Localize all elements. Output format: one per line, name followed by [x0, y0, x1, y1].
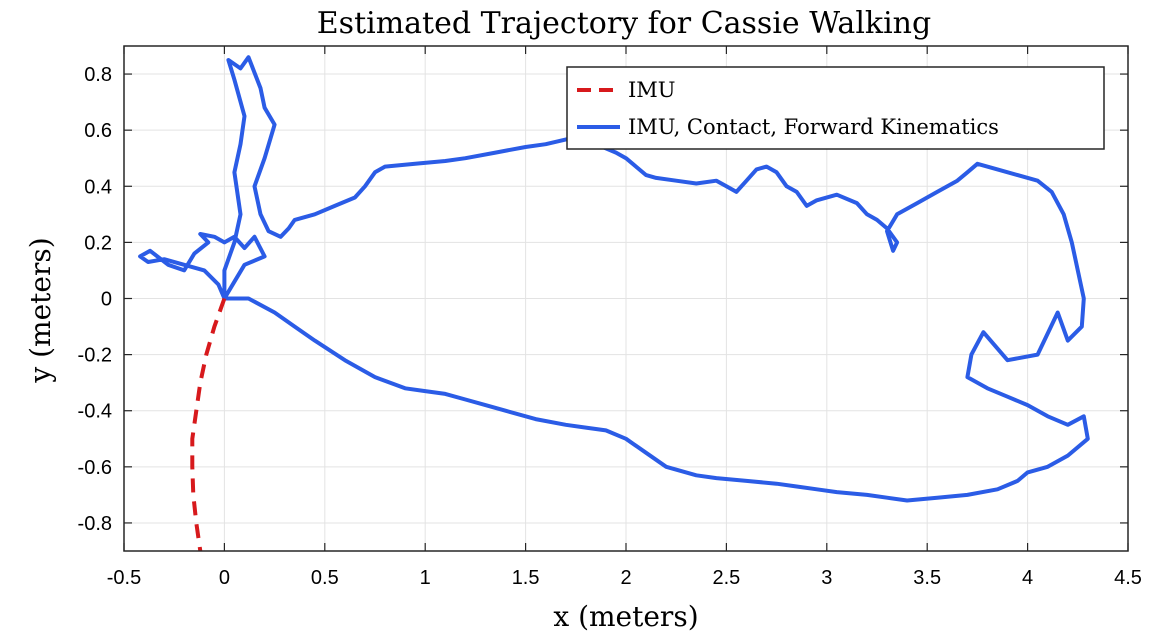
y-tick-label: 0.8: [84, 64, 112, 86]
x-tick-label: 0: [219, 567, 230, 589]
y-ticks: 0.8 0.6 0.4 0.2 0 -0.2 -0.4 -0.6 -0.8: [78, 64, 1128, 535]
y-tick-label: -0.8: [78, 513, 112, 535]
x-tick-label: 2: [620, 567, 631, 589]
x-tick-label: 2.5: [712, 567, 740, 589]
legend: IMU IMU, Contact, Forward Kinematics: [566, 66, 1105, 150]
y-tick-label: 0.6: [84, 120, 112, 142]
series-fk-line: [138, 55, 1090, 503]
x-tick-label: 0.5: [311, 567, 339, 589]
y-tick-label: 0.2: [84, 232, 112, 254]
legend-box: [566, 66, 1105, 150]
x-tick-label: 4: [1022, 567, 1033, 589]
y-tick-label: 0: [101, 289, 112, 311]
x-tick-label: -0.5: [107, 567, 141, 589]
y-axis-label: y (meters): [24, 237, 57, 383]
y-tick-label: 0.4: [84, 176, 112, 198]
y-tick-label: -0.4: [78, 401, 112, 423]
x-tick-label: 3: [821, 567, 832, 589]
legend-label-imu: IMU: [628, 78, 676, 102]
series-imu-line: [190, 297, 227, 551]
y-tick-label: -0.2: [78, 345, 112, 367]
legend-label-fk: IMU, Contact, Forward Kinematics: [628, 115, 999, 139]
x-tick-label: 3.5: [913, 567, 941, 589]
x-axis-label: x (meters): [553, 600, 698, 633]
series-layer: [138, 55, 1090, 551]
chart-title: Estimated Trajectory for Cassie Walking: [317, 6, 931, 41]
x-tick-label: 1: [420, 567, 431, 589]
x-ticks: -0.5 0 0.5 1 1.5 2 2.5 3 3.5 4 4.5: [107, 46, 1142, 589]
y-tick-label: -0.6: [78, 457, 112, 479]
x-tick-label: 1.5: [512, 567, 540, 589]
x-tick-label: 4.5: [1114, 567, 1142, 589]
